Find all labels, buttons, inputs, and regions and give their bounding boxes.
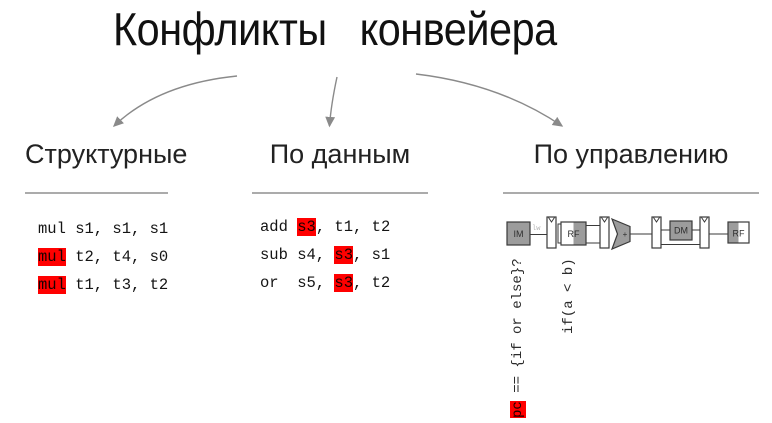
highlighted-token: mul — [38, 248, 66, 266]
rf-wb-label: RF — [733, 229, 745, 239]
page-title: Конфликты конвейера — [113, 3, 557, 55]
vtext-if: if(a < b) — [561, 258, 577, 334]
vtext-rest: == {if or else}? — [510, 258, 526, 402]
code-line: or s5, s3, t2 — [260, 269, 390, 297]
control-hazard-divider — [503, 192, 759, 194]
rf-id-left — [561, 222, 574, 245]
code-line: mul t1, t3, t2 — [38, 271, 168, 299]
alu-label: + — [623, 230, 628, 239]
highlighted-token: s3 — [334, 274, 354, 292]
dm-label: DM — [674, 226, 688, 236]
arrow-to-structural — [112, 75, 238, 127]
pipe-register — [651, 216, 662, 249]
arrow-to-control — [415, 73, 564, 127]
pipe-register — [699, 216, 710, 249]
data-hazard-divider — [252, 192, 428, 194]
structural-code: mul s1, s1, s1 mul t2, t4, s0 mul t1, t3… — [38, 215, 168, 299]
code-line: mul t2, t4, s0 — [38, 243, 168, 271]
code-line: sub s4, s3, s1 — [260, 241, 390, 269]
lw-label: lw — [532, 225, 541, 233]
code-text: or s5, — [260, 274, 335, 292]
code-text: , t2 — [353, 274, 391, 292]
pipe-register — [546, 216, 557, 249]
structural-divider — [25, 192, 168, 194]
arrow-to-data — [325, 76, 338, 128]
code-text: mul s1, s1, s1 — [38, 220, 169, 238]
code-text: t1, t3, t2 — [65, 276, 169, 294]
highlighted-token: pc — [510, 401, 526, 418]
vertical-text-if-condition: if(a < b) — [560, 258, 578, 334]
code-text: , t1, t2 — [315, 218, 391, 236]
data-hazard-code: add s3, t1, t2 sub s4, s3, s1 or s5, s3,… — [260, 213, 390, 297]
pipeline-diagram: IM lw RF + DM — [506, 216, 750, 251]
highlighted-token: s3 — [334, 246, 354, 264]
rf-id-right — [573, 222, 586, 245]
highlighted-token: mul — [38, 276, 66, 294]
rf-wb-block — [727, 221, 750, 244]
code-text: , s1 — [353, 246, 391, 264]
branch-arrows — [112, 73, 564, 128]
code-line: mul s1, s1, s1 — [38, 215, 168, 243]
clock-wedge-icon — [601, 217, 608, 223]
code-text: add — [260, 218, 298, 236]
rf-wb-left — [728, 222, 739, 243]
im-label: IM — [514, 229, 524, 239]
alu-block — [610, 217, 631, 251]
pipe-register — [599, 216, 610, 249]
code-text: sub s4, — [260, 246, 335, 264]
rf-id-label: RF — [568, 229, 580, 239]
clock-wedge-icon — [701, 217, 708, 223]
im-block — [506, 221, 531, 246]
vertical-text-pc-condition: pc == {if or else}? — [509, 258, 527, 418]
data-hazard-header: По данным — [269, 139, 411, 169]
control-hazard-header: По управлению — [533, 139, 729, 169]
code-line: add s3, t1, t2 — [260, 213, 390, 241]
code-text: t2, t4, s0 — [65, 248, 169, 266]
highlighted-token: s3 — [297, 218, 316, 236]
clock-wedge-icon — [548, 217, 555, 223]
rf-id-block — [560, 221, 587, 246]
rf-wb-right — [738, 222, 749, 243]
clock-wedge-icon — [653, 217, 660, 223]
structural-header: Структурные — [25, 139, 188, 169]
